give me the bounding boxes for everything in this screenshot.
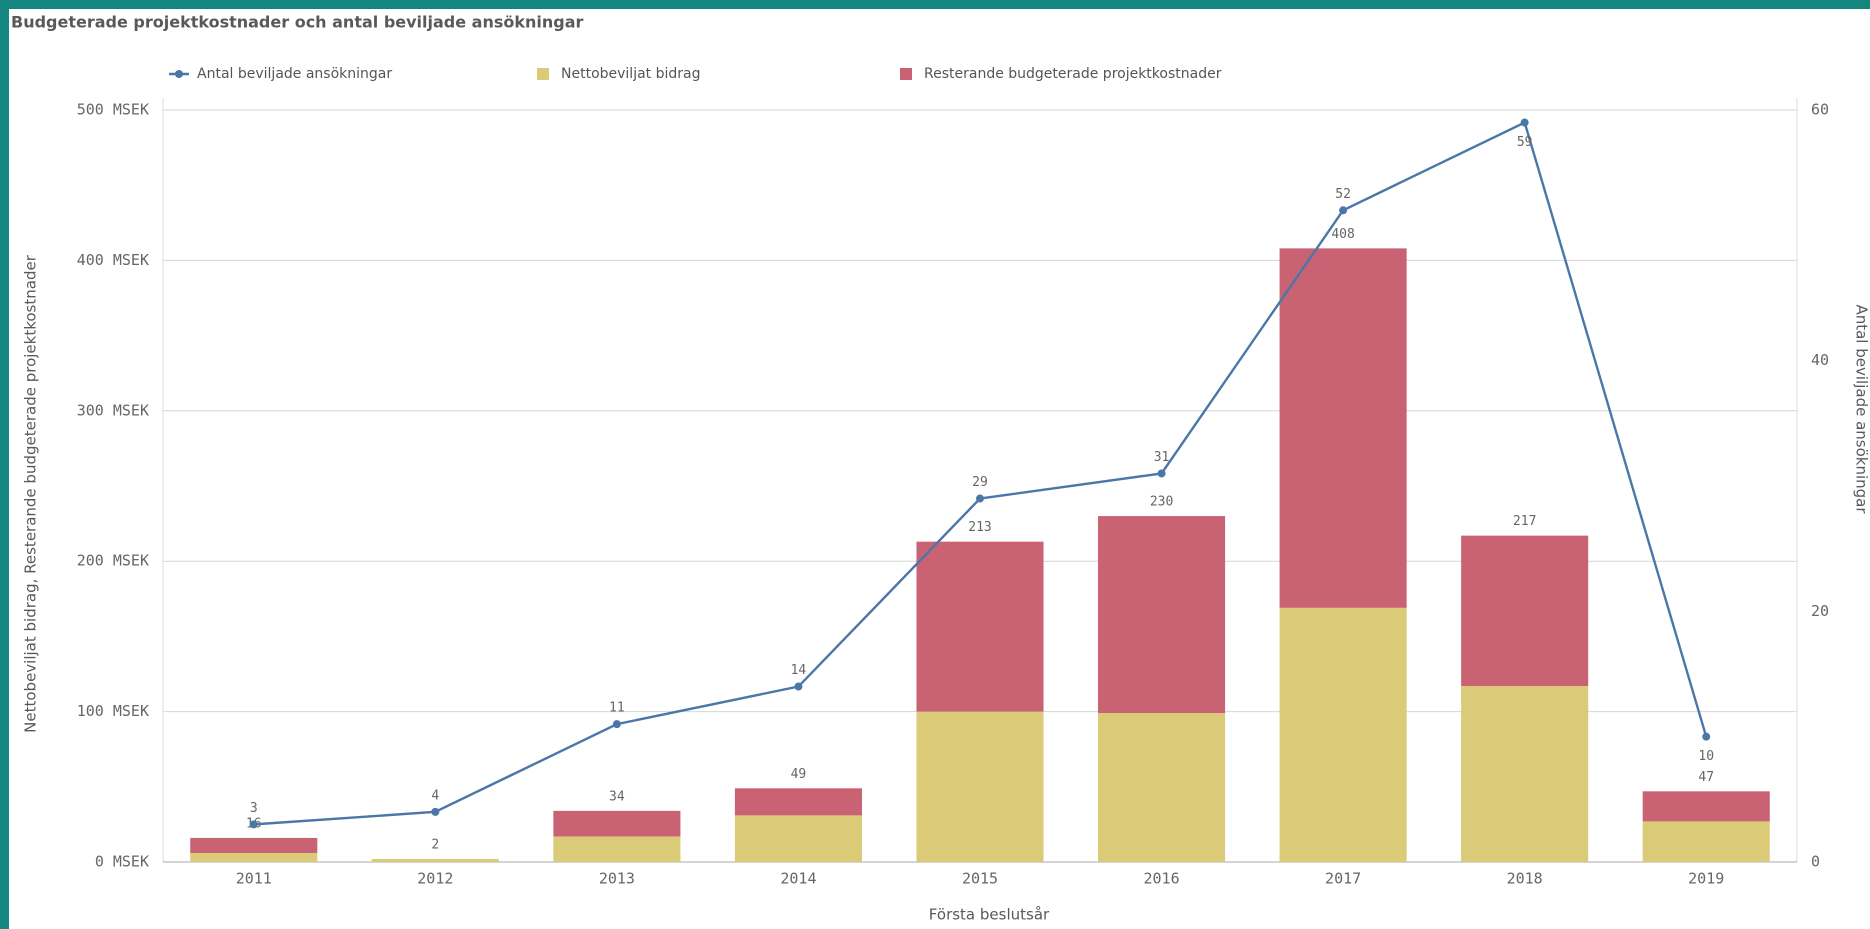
x-tick-label: 2012 — [417, 870, 453, 888]
total-label: 34 — [609, 789, 625, 804]
line-point — [249, 820, 258, 829]
total-label: 2 — [431, 837, 439, 852]
line-point — [1339, 206, 1348, 215]
bar-segment — [1642, 791, 1770, 822]
line-point — [612, 720, 621, 729]
line-value-label: 3 — [250, 801, 258, 816]
y-tick-label: 300 MSEK — [77, 401, 149, 419]
total-label: 213 — [968, 520, 991, 535]
y2-tick-label: 0 — [1811, 853, 1820, 871]
y2-tick-label: 20 — [1811, 602, 1829, 620]
bar-segment — [371, 858, 499, 862]
bar-segment — [916, 711, 1044, 862]
line-value-label: 52 — [1335, 187, 1351, 202]
total-label: 49 — [791, 767, 807, 782]
y-axis-label: Nettobeviljat bidrag, Resterande budgete… — [22, 254, 40, 733]
bar-segment — [1461, 535, 1589, 687]
legend-label: Resterande budgeterade projektkostnader — [924, 66, 1222, 82]
line-value-label: 31 — [1154, 450, 1170, 465]
line-value-label: 4 — [431, 788, 439, 803]
bar-segment — [190, 852, 318, 862]
bar-segment — [1279, 248, 1407, 608]
bar-segment — [1098, 516, 1226, 714]
line-point — [1520, 118, 1529, 127]
x-tick-label: 2014 — [780, 870, 816, 888]
chart-title: Budgeterade projektkostnader och antal b… — [11, 13, 584, 32]
y2-tick-label: 60 — [1811, 101, 1829, 119]
x-tick-label: 2017 — [1325, 870, 1361, 888]
line-value-label: 10 — [1698, 749, 1714, 764]
y-tick-label: 500 MSEK — [77, 101, 149, 119]
legend-label: Nettobeviljat bidrag — [561, 66, 701, 82]
total-label: 408 — [1331, 227, 1354, 242]
y-tick-label: 200 MSEK — [77, 552, 149, 570]
bar-segment — [553, 810, 681, 837]
line-value-label: 29 — [972, 475, 988, 490]
legend-marker — [175, 70, 183, 78]
bar-segment — [1642, 821, 1770, 862]
bar-segment — [190, 837, 318, 853]
bar-segment — [734, 815, 862, 862]
bar-segment — [1461, 686, 1589, 862]
line-value-label: 14 — [791, 663, 807, 678]
y-tick-label: 100 MSEK — [77, 702, 149, 720]
x-tick-label: 2011 — [236, 870, 272, 888]
x-tick-label: 2013 — [599, 870, 635, 888]
legend-marker — [537, 68, 549, 80]
x-axis-label: Första beslutsår — [929, 906, 1050, 924]
x-tick-label: 2018 — [1507, 870, 1543, 888]
bar-segment — [916, 541, 1044, 712]
line-point — [1157, 469, 1166, 478]
y-tick-label: 400 MSEK — [77, 251, 149, 269]
line-value-label: 59 — [1517, 135, 1533, 150]
bar-segment — [734, 788, 862, 816]
total-label: 230 — [1150, 495, 1173, 510]
line-point — [431, 807, 440, 816]
bar-segment — [553, 836, 681, 862]
total-label: 217 — [1513, 514, 1536, 529]
legend-marker — [900, 68, 912, 80]
line-point — [1702, 732, 1711, 741]
line-point — [976, 494, 984, 503]
bar-segment — [1098, 713, 1226, 862]
line-point — [794, 682, 803, 691]
total-label: 47 — [1698, 770, 1714, 785]
y-tick-label: 0 MSEK — [95, 853, 149, 871]
bar-segment — [1279, 607, 1407, 862]
y2-axis-label: Antal beviljade ansökningar — [1853, 304, 1870, 514]
line-value-label: 11 — [609, 701, 625, 716]
legend-label: Antal beviljade ansökningar — [197, 66, 392, 82]
chart: Budgeterade projektkostnader och antal b… — [9, 9, 1870, 929]
x-tick-label: 2019 — [1688, 870, 1724, 888]
x-tick-label: 2015 — [962, 870, 998, 888]
x-tick-label: 2016 — [1143, 870, 1179, 888]
y2-tick-label: 40 — [1811, 351, 1829, 369]
